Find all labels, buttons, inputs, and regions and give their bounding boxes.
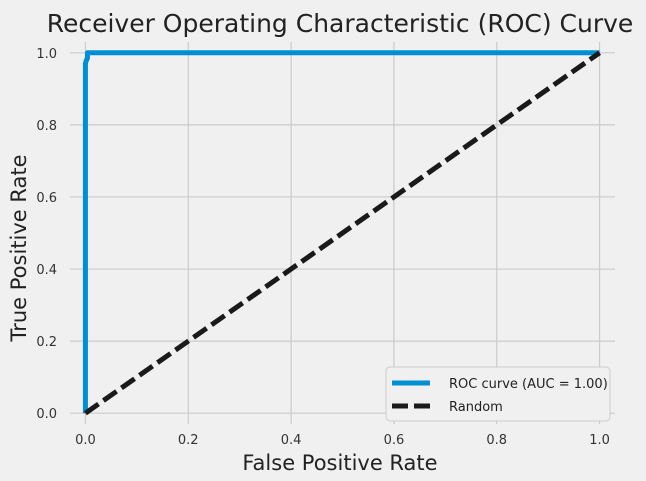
x-tick-label: 0.6 — [384, 433, 405, 448]
y-axis-label: True Positive Rate — [7, 154, 31, 342]
tick-labels: 0.0 0.2 0.4 0.6 0.8 1.0 0.0 0.2 0.4 0.6 0.8 1.0 — [36, 47, 610, 448]
x-tick-label: 1.0 — [589, 433, 610, 448]
grid — [70, 42, 615, 424]
chart-title: Receiver Operating Characteristic (ROC) … — [47, 9, 634, 38]
y-tick-label: 0.2 — [36, 335, 57, 350]
roc-curve-line — [82, 50, 600, 414]
x-tick-label: 0.4 — [281, 433, 302, 448]
x-tick-label: 0.0 — [75, 433, 96, 448]
y-tick-label: 0.0 — [36, 407, 57, 422]
legend-box — [385, 366, 611, 422]
series — [82, 50, 602, 416]
y-tick-label: 0.6 — [36, 191, 57, 206]
random-baseline-line — [83, 50, 602, 416]
legend-roc-label: ROC curve (AUC = 1.00) — [449, 377, 608, 392]
legend-random-label: Random — [449, 400, 503, 415]
y-tick-label: 1.0 — [36, 47, 57, 62]
legend: ROC curve (AUC = 1.00) Random — [385, 366, 611, 422]
y-tick-label: 0.4 — [36, 263, 57, 278]
x-tick-label: 0.8 — [486, 433, 507, 448]
x-tick-label: 0.2 — [178, 433, 199, 448]
y-tick-label: 0.8 — [36, 119, 57, 134]
x-axis-label: False Positive Rate — [242, 451, 437, 475]
